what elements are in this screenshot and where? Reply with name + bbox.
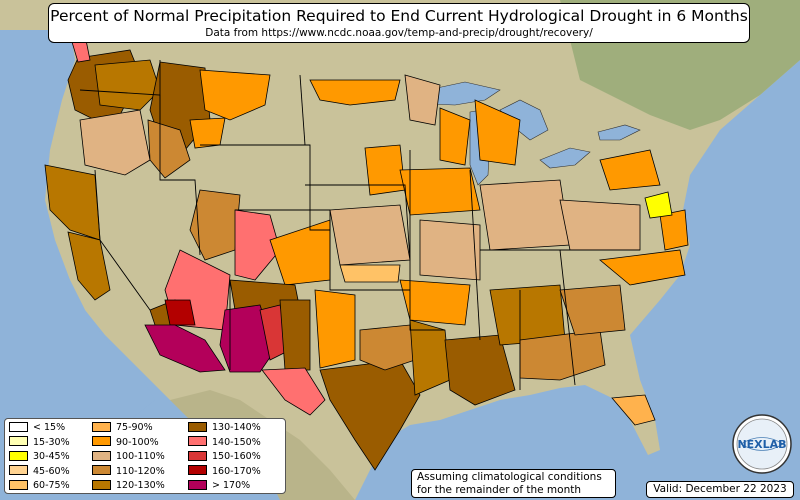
legend-item: 30-45% (9, 450, 70, 463)
logo-text: NEXLAB (737, 438, 786, 451)
legend-label: 100-110% (116, 451, 165, 462)
legend-item: 90-100% (92, 436, 159, 449)
legend-label: 140-150% (212, 436, 261, 448)
legend-label: 120-130% (116, 480, 165, 491)
legend-item: 60-75% (9, 479, 70, 492)
legend-swatch (92, 479, 111, 490)
map-subtitle: Data from https://www.ncdc.noaa.gov/temp… (205, 27, 593, 39)
title-box: Percent of Normal Precipitation Required… (48, 3, 750, 43)
map-title: Percent of Normal Precipitation Required… (50, 7, 748, 25)
nexlab-logo-icon: NEXLAB (732, 414, 792, 474)
legend-item: 15-30% (9, 436, 70, 449)
note-line-1: Assuming climatological conditions (417, 471, 602, 483)
legend-swatch (92, 436, 111, 446)
legend: < 15% 15-30% 30-45% 45-60% 60-75% 75-90% 90-10… (4, 418, 286, 494)
legend-item: > 170% (188, 479, 251, 492)
legend-item: < 15% (9, 421, 66, 434)
legend-label: 30-45% (33, 451, 70, 462)
assumption-note: Assuming climatological conditions for t… (411, 469, 616, 498)
legend-swatch (188, 436, 207, 446)
valid-date: Valid: December 22 2023 (646, 481, 794, 498)
legend-swatch (9, 450, 28, 461)
legend-label: 45-60% (33, 465, 70, 477)
drought-regions (44, 39, 689, 471)
legend-swatch (92, 465, 111, 475)
legend-item: 130-140% (188, 421, 261, 434)
legend-label: < 15% (33, 422, 66, 433)
legend-label: 60-75% (33, 480, 70, 491)
legend-label: 150-160% (212, 451, 261, 462)
legend-label: 15-30% (33, 436, 70, 448)
legend-swatch (188, 465, 207, 475)
legend-label: 130-140% (212, 422, 261, 433)
legend-swatch (188, 450, 207, 461)
legend-item: 100-110% (92, 450, 165, 463)
legend-item: 140-150% (188, 436, 261, 449)
legend-swatch (9, 421, 28, 432)
legend-item: 120-130% (92, 479, 165, 492)
legend-swatch (188, 479, 207, 490)
legend-swatch (188, 421, 207, 432)
state-borders (79, 60, 640, 390)
legend-label: 90-100% (116, 436, 159, 448)
legend-item: 45-60% (9, 465, 70, 478)
legend-swatch (9, 479, 28, 490)
legend-swatch (92, 450, 111, 461)
legend-item: 150-160% (188, 450, 261, 463)
legend-label: 75-90% (116, 422, 153, 433)
legend-label: > 170% (212, 480, 251, 491)
legend-swatch (9, 436, 28, 446)
legend-label: 110-120% (116, 465, 165, 477)
legend-item: 75-90% (92, 421, 153, 434)
legend-swatch (92, 421, 111, 432)
legend-swatch (9, 465, 28, 475)
legend-item: 110-120% (92, 465, 165, 478)
legend-item: 160-170% (188, 465, 261, 478)
legend-label: 160-170% (212, 465, 261, 477)
note-line-2: for the remainder of the month (417, 483, 582, 496)
